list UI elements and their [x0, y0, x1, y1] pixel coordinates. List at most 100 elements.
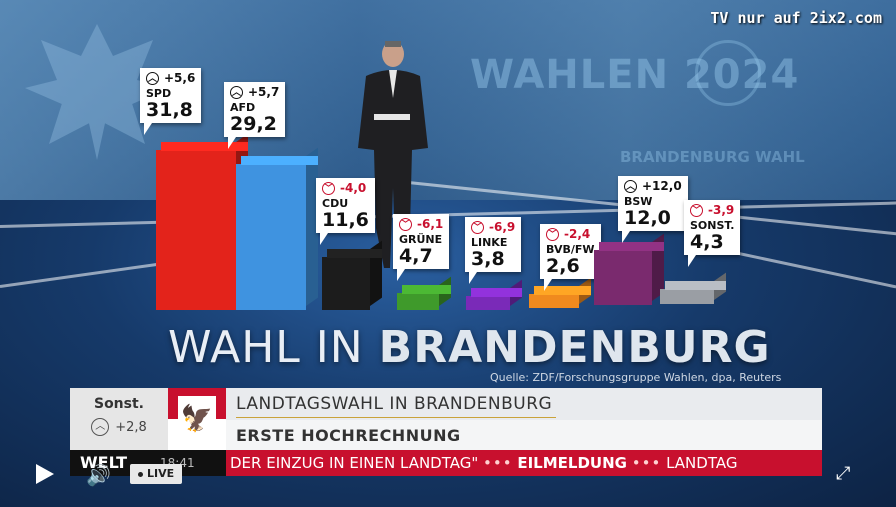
party-card: ︿ +12,0 BSW 12,0 [618, 176, 688, 243]
party-change-value: -3,9 [708, 203, 735, 217]
party-card: ﹀ -4,0 CDU 11,6 [316, 178, 375, 245]
bar-front [594, 250, 652, 305]
source-text: Quelle: ZDF/Forschungsgruppe Wahlen, dpa… [490, 371, 782, 384]
chevron-up-icon: ︿ [230, 85, 243, 99]
party-value: 31,8 [146, 99, 193, 121]
bar-front [156, 150, 236, 310]
bar-linke [466, 279, 522, 310]
party-name: SONST. [690, 219, 735, 232]
bar-sonst [660, 272, 726, 304]
party-change-value: +5,6 [164, 71, 196, 85]
party-card: ﹀ -6,1 GRÜNE 4,7 [393, 214, 450, 281]
live-dot-icon [138, 471, 143, 477]
party-change-value: -6,9 [489, 220, 516, 234]
party-change-value: +12,0 [642, 179, 682, 193]
party-change: ﹀ -6,9 [471, 220, 515, 234]
bar-front [529, 294, 579, 308]
chevron-down-icon: ﹀ [546, 227, 559, 241]
lower-third: Sonst. ︿ +2,8 🦅 LANDTAGSWAHL IN BRANDENB… [70, 388, 822, 476]
headline-text: LANDTAGSWAHL IN BRANDENBURG [236, 394, 553, 414]
ticker-separator: ••• [631, 454, 662, 472]
bar-top [161, 142, 248, 151]
sonst-change-row: ︿ +2,8 [70, 418, 168, 436]
bar-top [665, 281, 726, 290]
live-label: LIVE [147, 467, 175, 480]
bar-front [397, 293, 439, 310]
chevron-down-icon: ﹀ [690, 203, 703, 217]
party-value: 4,3 [690, 231, 724, 253]
party-name: BVB/FW [546, 243, 595, 256]
chevron-up-icon: ︿ [146, 71, 159, 85]
party-card: ﹀ -6,9 LINKE 3,8 [465, 217, 522, 284]
bar-top [534, 286, 591, 295]
bar-top [402, 285, 451, 294]
bar-top [471, 288, 522, 297]
bar-front [322, 257, 370, 310]
divider [236, 417, 556, 418]
party-change: ︿ +5,6 [146, 71, 195, 85]
ticker-separator: ••• [483, 454, 513, 472]
party-name: CDU [322, 197, 349, 210]
play-icon[interactable] [36, 464, 54, 484]
bar-top [327, 249, 382, 258]
chevron-down-icon: ﹀ [399, 217, 412, 231]
fullscreen-icon[interactable]: ⤢ [836, 463, 851, 484]
eagle-icon: 🦅 [178, 396, 216, 442]
party-change-value: +5,7 [248, 85, 280, 99]
ballot-icon [695, 40, 761, 106]
bar-front [466, 296, 510, 310]
sonst-label: Sonst. [93, 396, 144, 412]
presenter [358, 41, 428, 268]
party-change: ﹀ -2,4 [546, 227, 595, 241]
party-value: 2,6 [546, 255, 580, 277]
title-light: WAHL IN [168, 322, 379, 373]
party-change-value: -6,1 [417, 217, 444, 231]
sonst-change: +2,8 [115, 419, 147, 435]
party-name: BSW [624, 195, 653, 208]
party-card: ︿ +5,6 SPD 31,8 [140, 68, 202, 135]
ticker-message: DER EINZUG IN EINEN LANDTAG" [230, 454, 479, 472]
party-value: 3,8 [471, 248, 505, 270]
party-card: ﹀ -2,4 BVB/FW 2,6 [540, 224, 601, 291]
party-change: ﹀ -4,0 [322, 181, 369, 195]
party-value: 4,7 [399, 245, 433, 267]
party-value: 29,2 [230, 113, 277, 135]
party-name: AFD [230, 101, 256, 114]
watermark: TV nur auf 2ix2.com [710, 9, 882, 27]
live-badge[interactable]: LIVE [130, 464, 183, 484]
headline-line2: ERSTE HOCHRECHNUNG [226, 420, 822, 450]
bar-top [599, 242, 664, 251]
chevron-up-icon: ︿ [91, 418, 110, 436]
party-name: LINKE [471, 236, 508, 249]
party-change-value: -2,4 [564, 227, 591, 241]
party-change: ﹀ -3,9 [690, 203, 734, 217]
title-bold: BRANDENBURG [378, 322, 771, 373]
party-value: 12,0 [624, 207, 671, 229]
bar-front [236, 164, 306, 310]
chevron-down-icon: ﹀ [471, 220, 484, 234]
bar-afd [236, 147, 318, 310]
ticker-tail: LANDTAG [666, 454, 738, 472]
bar-bsw [594, 233, 664, 305]
volume-icon[interactable]: 🔊 [86, 463, 111, 487]
party-name: GRÜNE [399, 233, 443, 246]
ticker-text: DER EINZUG IN EINEN LANDTAG" ••• EILMELD… [230, 454, 737, 472]
player-controls: 🔊 LIVE ⤢ [0, 455, 896, 507]
ticker-eilmeldung: EILMELDUNG [517, 454, 627, 472]
headline-line1: LANDTAGSWAHL IN BRANDENBURG [226, 388, 822, 420]
brandenburg-eagle-icon [25, 24, 169, 160]
chart-title: WAHL IN BRANDENBURG [168, 322, 771, 373]
party-card: ﹀ -3,9 SONST. 4,3 [684, 200, 741, 267]
bar-grne [397, 276, 451, 310]
sonst-box: Sonst. ︿ +2,8 [70, 388, 168, 450]
bar-spd [156, 133, 248, 310]
bar-cdu [322, 240, 382, 310]
chevron-down-icon: ﹀ [322, 181, 335, 195]
bar-top [241, 156, 318, 165]
party-change: ︿ +5,7 [230, 85, 279, 99]
subheadline-text: ERSTE HOCHRECHNUNG [236, 426, 461, 445]
wall-subtitle: BRANDENBURG WAHL [620, 148, 805, 166]
party-name: SPD [146, 87, 172, 100]
party-change: ︿ +12,0 [624, 179, 682, 193]
